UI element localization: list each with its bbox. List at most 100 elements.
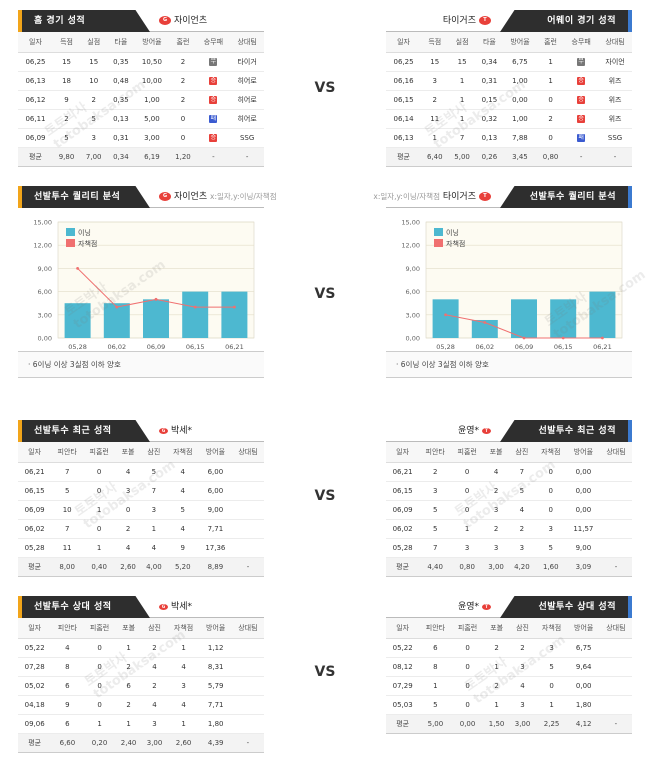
y-tick-label: 0,00: [406, 335, 420, 343]
home-team-label: G 자이언츠: [156, 10, 207, 32]
table-cell: 0: [451, 695, 484, 715]
column-header: 자책점: [167, 618, 200, 639]
giants-logo-icon: G: [159, 427, 168, 434]
recent-panel-right: 윤영* T 선발투수 최근 성적 일자 피안타 피홈런 포볼 삼진 자책점 방어율 상대팀 06,…: [386, 420, 632, 577]
column-header: 상대팀: [599, 442, 632, 463]
legend-label: 자책점: [78, 239, 97, 248]
table-row: 05,02 6 0 6 2 3 5,79: [18, 676, 264, 696]
table-cell: 0: [169, 128, 197, 148]
table-cell: 0,00: [503, 90, 537, 110]
average-cell: 2,40: [115, 733, 142, 753]
column-header: 홈런: [536, 32, 565, 53]
y-tick-label: 9,00: [38, 265, 52, 273]
versus-header-left: 선발투수 상대 성적 G 박세*: [18, 596, 264, 618]
average-cell: 8,89: [198, 557, 232, 577]
table-cell: 2: [536, 109, 565, 129]
table-cell: 2: [483, 676, 510, 696]
y-tick-label: 12,00: [33, 242, 52, 250]
table-row: 06,21 7 0 4 5 4 6,00: [18, 462, 264, 482]
x-tick-label: 06,09: [147, 343, 166, 351]
table-cell: [231, 500, 264, 520]
table-cell: 10: [80, 71, 108, 91]
column-header: 방어율: [503, 32, 537, 53]
table-row: 05,03 5 0 1 3 1 1,80: [386, 695, 632, 715]
table-cell: 위즈: [598, 109, 632, 129]
average-cell: 0,00: [451, 714, 484, 734]
line-point: [233, 305, 236, 309]
table-cell: 3: [421, 71, 449, 91]
table-cell: 0: [451, 500, 484, 520]
table-cell: 6: [115, 676, 142, 696]
table-cell: 3: [451, 538, 484, 558]
table-cell: 0,31: [107, 128, 135, 148]
line-point: [444, 313, 447, 317]
column-header: 득점: [52, 32, 81, 53]
column-header: 승무패: [564, 32, 599, 53]
table-cell: 0,00: [566, 500, 600, 520]
average-row: 평균 5,00 0,00 1,50 3,00 2,25 4,12-: [386, 714, 632, 734]
quality-team-right-name: 타이거즈: [442, 192, 476, 202]
table-cell: 05,28: [18, 538, 52, 558]
table-cell: 히어로: [230, 71, 264, 91]
quality-chart-svg-right: 0,00 3,00 6,00 9,00 12,00 15,00 05,28 06,02 06,0…: [401, 219, 623, 351]
table-cell: 05,22: [18, 638, 52, 658]
table-cell: 1: [483, 657, 510, 677]
column-header: 피홈런: [83, 442, 116, 463]
table-cell: 1: [167, 714, 200, 734]
table-cell: 7,88: [503, 128, 537, 148]
table-cell: 15: [80, 52, 108, 72]
table-cell: 6,00: [198, 462, 232, 482]
average-cell: 4,00: [140, 557, 167, 577]
table-cell: 0: [536, 128, 565, 148]
table-cell: 0: [83, 638, 116, 658]
x-tick-label: 06,02: [475, 343, 494, 351]
column-header: 삼진: [508, 442, 535, 463]
table-cell: 18: [52, 71, 81, 91]
table-cell: 4: [115, 462, 141, 482]
quality-axis-note-right: x:일자,y:이닝/자책점: [373, 192, 440, 201]
table-cell: 6,00: [198, 481, 232, 501]
table-cell: 2: [141, 676, 168, 696]
table-cell: 2: [169, 90, 197, 110]
table-row: 05,22 4 0 1 2 1 1,12: [18, 638, 264, 658]
table-cell: 1: [448, 90, 476, 110]
tigers-logo-icon: T: [479, 192, 491, 201]
average-cell: 2,60: [115, 557, 141, 577]
result-badge: 무: [209, 58, 218, 66]
table-cell: 1: [536, 52, 565, 72]
table-cell: 9,00: [198, 500, 232, 520]
table-cell: 7: [140, 481, 167, 501]
quality-header-left: 선발투수 퀄리티 분석 G 자이언츠 x:일자,y:이닝/자책점: [18, 186, 277, 208]
table-cell: 0,35: [107, 90, 135, 110]
average-cell: 0,40: [83, 557, 116, 577]
average-cell: 0,80: [536, 147, 565, 167]
table-cell: 07,29: [386, 676, 420, 696]
x-tick-label: 06,02: [107, 343, 126, 351]
table-cell: 07,28: [18, 657, 52, 677]
column-header: 일자: [18, 618, 52, 639]
average-cell: 5,00: [448, 147, 476, 167]
table-cell: 10,00: [134, 71, 170, 91]
table-row: 06,15 3 0 2 5 0 0,00: [386, 481, 632, 501]
average-cell: 2,25: [535, 714, 568, 734]
table-cell: 2: [115, 519, 141, 539]
table-cell: 승: [564, 71, 599, 91]
table-row: 06,15 2 1 0,15 0,00 0 승 위즈: [386, 90, 632, 110]
column-header: 피홈런: [451, 442, 484, 463]
table-row: 06,14 11 1 0,32 1,00 2 승 위즈: [386, 109, 632, 129]
average-cell: 4,20: [508, 557, 535, 577]
column-header: 홈런: [169, 32, 197, 53]
table-cell: 0: [83, 676, 116, 696]
table-cell: 06,02: [18, 519, 52, 539]
quality-title-right: 선발투수 퀄리티 분석: [500, 186, 632, 208]
table-row: 06,11 2 5 0,13 5,00 0 패 히어로: [18, 109, 264, 129]
bar: [64, 303, 91, 338]
column-header: 상대팀: [598, 32, 632, 53]
table-row: 06,21 2 0 4 7 0 0,00: [386, 462, 632, 482]
vs-label-3: VS: [314, 488, 336, 504]
x-tick-label: 06,21: [225, 343, 244, 351]
average-cell: -: [230, 147, 264, 167]
table-cell: 1: [419, 676, 452, 696]
table-cell: 15: [421, 52, 449, 72]
table-cell: 7,71: [198, 519, 232, 539]
